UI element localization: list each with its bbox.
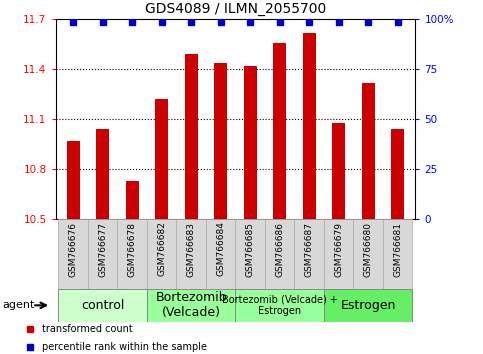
Bar — [324, 289, 412, 322]
Text: GSM766679: GSM766679 — [334, 222, 343, 276]
Bar — [273, 43, 286, 219]
Text: percentile rank within the sample: percentile rank within the sample — [43, 342, 207, 352]
Bar — [332, 123, 345, 219]
Text: GSM766681: GSM766681 — [393, 222, 402, 276]
Text: Bortezomib (Velcade) +
Estrogen: Bortezomib (Velcade) + Estrogen — [222, 295, 338, 316]
Bar — [88, 219, 117, 289]
Text: transformed count: transformed count — [43, 324, 133, 334]
Text: GSM766680: GSM766680 — [364, 222, 373, 276]
Bar — [58, 219, 88, 289]
Bar — [391, 130, 404, 219]
Bar — [206, 219, 236, 289]
Bar — [176, 219, 206, 289]
Bar — [324, 219, 354, 289]
Text: agent: agent — [3, 299, 35, 310]
Bar — [383, 219, 412, 289]
Bar — [147, 289, 236, 322]
Bar — [295, 219, 324, 289]
Bar — [67, 141, 80, 219]
Bar — [147, 219, 176, 289]
Bar — [185, 55, 198, 219]
Bar — [243, 66, 257, 219]
Text: Bortezomib
(Velcade): Bortezomib (Velcade) — [156, 291, 227, 319]
Title: GDS4089 / ILMN_2055700: GDS4089 / ILMN_2055700 — [145, 2, 326, 16]
Bar — [302, 33, 316, 219]
Text: GSM766686: GSM766686 — [275, 222, 284, 276]
Bar — [117, 219, 147, 289]
Text: GSM766683: GSM766683 — [187, 222, 196, 276]
Text: GSM766685: GSM766685 — [246, 222, 255, 276]
Bar — [236, 219, 265, 289]
Bar — [96, 130, 109, 219]
Text: Estrogen: Estrogen — [341, 299, 396, 312]
Text: GSM766678: GSM766678 — [128, 222, 137, 276]
Bar — [236, 289, 324, 322]
Bar — [362, 83, 375, 219]
Bar — [265, 219, 295, 289]
Text: control: control — [81, 299, 125, 312]
Bar — [126, 181, 139, 219]
Bar — [58, 289, 147, 322]
Bar — [214, 63, 227, 219]
Bar — [354, 219, 383, 289]
Text: GSM766677: GSM766677 — [98, 222, 107, 276]
Text: GSM766676: GSM766676 — [69, 222, 78, 276]
Text: GSM766684: GSM766684 — [216, 222, 225, 276]
Bar — [155, 99, 169, 219]
Text: GSM766687: GSM766687 — [305, 222, 313, 276]
Text: GSM766682: GSM766682 — [157, 222, 166, 276]
